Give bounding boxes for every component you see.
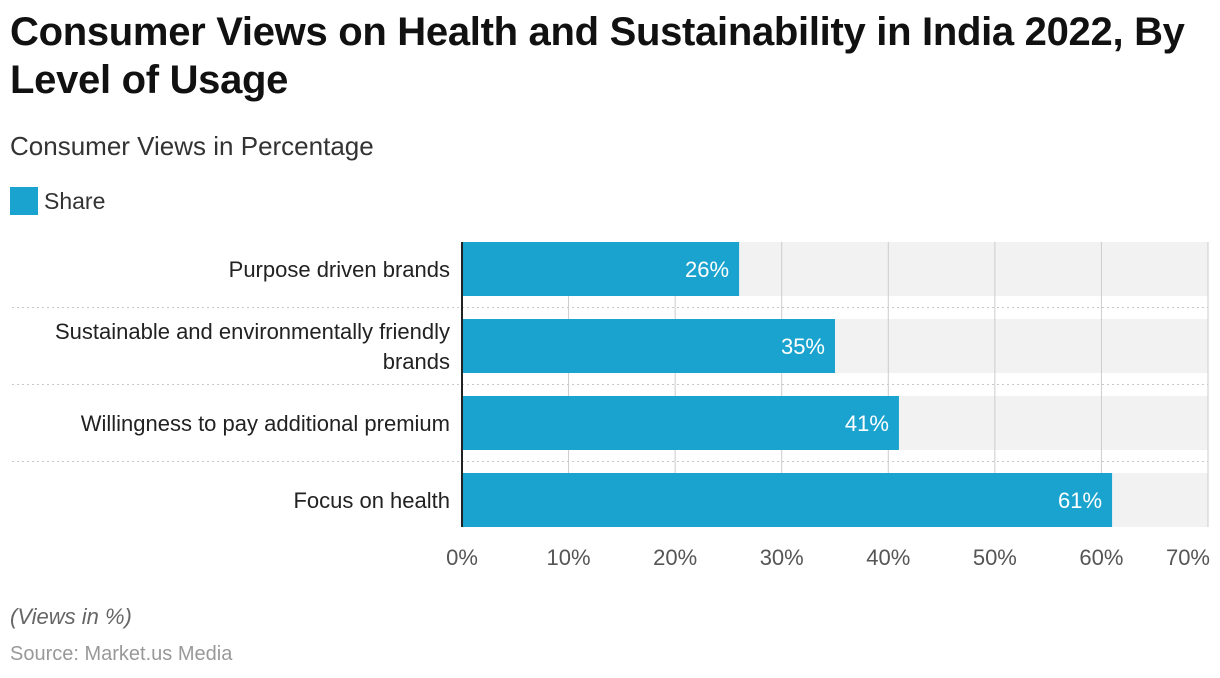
source-credit: Source: Market.us Media bbox=[10, 643, 233, 665]
data-label-2: 41% bbox=[845, 411, 889, 436]
chart-title: Consumer Views on Health and Sustainabil… bbox=[10, 10, 1185, 102]
bar-2 bbox=[462, 396, 899, 450]
category-label-1: Sustainable and environmentally friendly… bbox=[55, 319, 450, 374]
x-tick-label-6: 60% bbox=[1079, 545, 1123, 570]
x-tick-label-3: 30% bbox=[760, 545, 804, 570]
bar-chart: 26% 35% 41% 61% Purpose driven brands Sustain… bbox=[12, 242, 1210, 570]
bar-1 bbox=[462, 319, 835, 373]
bar-0 bbox=[462, 242, 740, 296]
x-tick-label-7: 70% bbox=[1166, 545, 1210, 570]
x-tick-label-0: 0% bbox=[446, 545, 478, 570]
x-tick-label-5: 50% bbox=[973, 545, 1017, 570]
category-label-0: Purpose driven brands bbox=[229, 257, 450, 282]
x-tick-label-2: 20% bbox=[653, 545, 697, 570]
bar-3 bbox=[462, 473, 1113, 527]
footnote: (Views in %) bbox=[10, 604, 132, 629]
legend-label: Share bbox=[44, 187, 106, 214]
category-label-line: Purpose driven brands bbox=[229, 257, 450, 282]
x-tick-label-4: 40% bbox=[866, 545, 910, 570]
category-label-line: Sustainable and environmentally friendly bbox=[55, 319, 450, 344]
category-label-3: Focus on health bbox=[293, 488, 450, 513]
x-tick-label-1: 10% bbox=[547, 545, 591, 570]
legend-swatch bbox=[10, 187, 38, 215]
category-label-line: Willingness to pay additional premium bbox=[81, 411, 450, 436]
chart-subtitle: Consumer Views in Percentage bbox=[10, 131, 374, 161]
category-label-line: brands bbox=[383, 349, 450, 374]
data-label-3: 61% bbox=[1058, 488, 1102, 513]
data-label-0: 26% bbox=[685, 257, 729, 282]
category-label-2: Willingness to pay additional premium bbox=[81, 411, 450, 436]
category-label-line: Focus on health bbox=[293, 488, 450, 513]
data-label-1: 35% bbox=[781, 334, 825, 359]
legend: Share bbox=[10, 186, 105, 216]
